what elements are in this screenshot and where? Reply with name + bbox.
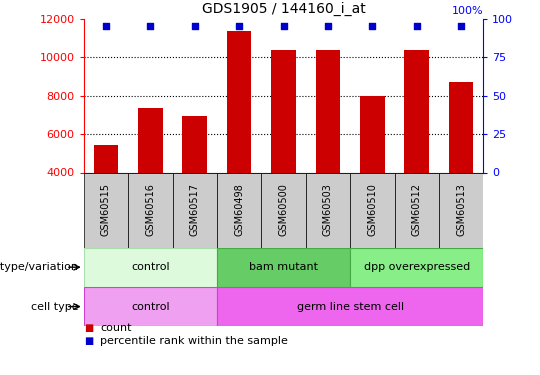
Bar: [138, 108, 163, 172]
Point: [323, 23, 332, 30]
Text: control: control: [131, 302, 170, 312]
Text: GSM60517: GSM60517: [190, 183, 200, 237]
Text: percentile rank within the sample: percentile rank within the sample: [100, 336, 288, 346]
Bar: [316, 51, 340, 172]
Bar: [227, 31, 251, 172]
Text: bam mutant: bam mutant: [249, 262, 318, 272]
Point: [102, 23, 110, 30]
Text: 100%: 100%: [451, 6, 483, 16]
Text: dpp overexpressed: dpp overexpressed: [363, 262, 470, 272]
Bar: [217, 172, 261, 248]
Text: GSM60516: GSM60516: [145, 184, 156, 237]
Text: ■: ■: [84, 336, 93, 346]
Bar: [439, 172, 483, 248]
Text: cell type: cell type: [31, 302, 78, 312]
Bar: [395, 172, 439, 248]
Bar: [350, 248, 483, 287]
Text: genotype/variation: genotype/variation: [0, 262, 78, 272]
Text: GSM60510: GSM60510: [367, 184, 377, 237]
Bar: [84, 172, 128, 248]
Text: control: control: [131, 262, 170, 272]
Text: GSM60515: GSM60515: [101, 183, 111, 237]
Bar: [404, 51, 429, 172]
Bar: [360, 96, 384, 172]
Point: [368, 23, 376, 30]
Point: [413, 23, 421, 30]
Text: GSM60503: GSM60503: [323, 184, 333, 237]
Text: GSM60512: GSM60512: [411, 183, 422, 237]
Bar: [217, 248, 350, 287]
Bar: [128, 172, 172, 248]
Bar: [271, 50, 296, 172]
Text: GSM60513: GSM60513: [456, 184, 466, 237]
Bar: [84, 248, 217, 287]
Title: GDS1905 / 144160_i_at: GDS1905 / 144160_i_at: [201, 2, 366, 16]
Text: GSM60498: GSM60498: [234, 184, 244, 236]
Bar: [94, 145, 118, 172]
Bar: [217, 287, 483, 326]
Point: [279, 23, 288, 30]
Point: [457, 23, 465, 30]
Bar: [183, 116, 207, 172]
Point: [146, 23, 154, 30]
Point: [191, 23, 199, 30]
Bar: [84, 287, 217, 326]
Text: GSM60500: GSM60500: [279, 184, 288, 237]
Text: count: count: [100, 323, 131, 333]
Text: germ line stem cell: germ line stem cell: [296, 302, 404, 312]
Bar: [350, 172, 395, 248]
Bar: [261, 172, 306, 248]
Bar: [306, 172, 350, 248]
Bar: [172, 172, 217, 248]
Text: ■: ■: [84, 323, 93, 333]
Bar: [449, 82, 473, 172]
Point: [235, 23, 244, 30]
